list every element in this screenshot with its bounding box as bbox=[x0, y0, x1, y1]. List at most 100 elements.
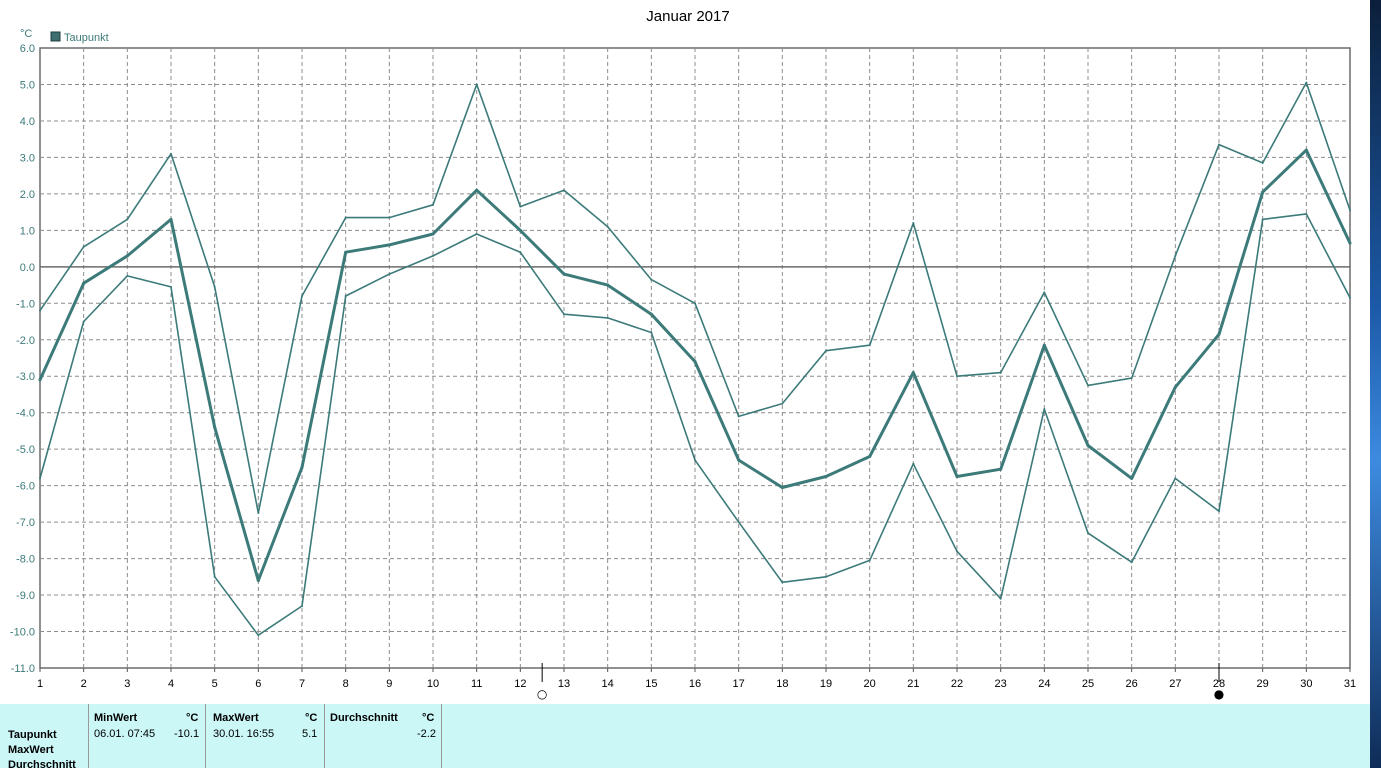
data-point-avg bbox=[431, 232, 435, 236]
x-axis-ticks: 1 2 3 4 5 6 7 8 9 10 11 12 13 14 15 16 17 18 19 20 21 22 23 24 2… bbox=[37, 668, 1356, 690]
minwert-unit: °C bbox=[186, 712, 199, 724]
data-point-max bbox=[694, 302, 696, 305]
legend-swatch bbox=[50, 31, 61, 42]
data-point-max bbox=[213, 285, 216, 288]
x-tick-label: 22 bbox=[951, 678, 963, 690]
data-point-avg bbox=[1042, 343, 1046, 347]
data-point-max bbox=[1305, 81, 1308, 84]
statistics-panel: Taupunkt MaxWert Durchschnitt MinWert °C… bbox=[0, 704, 1370, 771]
minwert-datetime: 06.01. 07:45 bbox=[94, 728, 156, 740]
data-point-max bbox=[563, 189, 565, 192]
data-point-avg bbox=[1348, 241, 1352, 245]
x-tick-label: 17 bbox=[733, 678, 745, 690]
data-point-max bbox=[1087, 384, 1089, 387]
data-point-max bbox=[126, 218, 129, 221]
maxwert-header: MaxWert bbox=[213, 712, 259, 724]
data-point-min bbox=[82, 320, 85, 323]
y-tick-label: -7.0 bbox=[16, 517, 35, 529]
y-tick-label: 3.0 bbox=[20, 152, 35, 164]
dewpoint-chart: Januar 2017 °C Taupunkt 6.0 5.0 4.0 3.0 2.0 1… bbox=[10, 8, 1356, 701]
x-tick-label: 19 bbox=[820, 678, 832, 690]
x-tick-label: 31 bbox=[1344, 678, 1356, 690]
maxwert-datetime: 30.01. 16:55 bbox=[213, 728, 275, 740]
data-point-max bbox=[39, 309, 41, 312]
data-point-max bbox=[1174, 254, 1177, 257]
data-point-max bbox=[388, 216, 391, 219]
data-point-max bbox=[825, 349, 827, 352]
y-tick-label: -3.0 bbox=[16, 371, 35, 383]
data-point-max bbox=[344, 216, 347, 219]
stats-row-labels: Taupunkt MaxWert Durchschnitt bbox=[8, 728, 76, 773]
data-point-min bbox=[563, 313, 565, 316]
data-point-min bbox=[956, 550, 958, 553]
y-axis-ticks: 6.0 5.0 4.0 3.0 2.0 1.0 0.0 -1.0 -2.0 -3.0 -4.0 -5.… bbox=[10, 43, 35, 675]
data-point-min bbox=[388, 273, 391, 276]
data-point-min bbox=[170, 285, 172, 288]
data-point-min bbox=[999, 597, 1002, 600]
maxwert-unit: °C bbox=[305, 712, 318, 724]
y-tick-label: 4.0 bbox=[20, 116, 35, 128]
data-point-min bbox=[301, 605, 303, 607]
data-point-min bbox=[606, 316, 609, 319]
x-tick-label: 6 bbox=[255, 678, 261, 690]
x-tick-label: 5 bbox=[212, 678, 218, 690]
row-label-taupunkt: Taupunkt bbox=[8, 729, 57, 741]
data-point-avg bbox=[344, 250, 348, 254]
data-point-min bbox=[1087, 532, 1089, 535]
legend-label: Taupunkt bbox=[64, 32, 109, 44]
data-point-min bbox=[1349, 296, 1351, 299]
x-tick-label: 4 bbox=[168, 678, 174, 690]
data-point-max bbox=[1130, 377, 1133, 380]
chart-title: Januar 2017 bbox=[646, 8, 729, 25]
data-point-avg bbox=[737, 458, 741, 462]
data-point-min bbox=[1261, 218, 1264, 221]
data-point-min bbox=[781, 581, 784, 584]
data-point-avg bbox=[1304, 148, 1308, 152]
data-point-min bbox=[1174, 477, 1177, 480]
data-point-max bbox=[170, 152, 172, 155]
data-point-avg bbox=[82, 281, 86, 285]
data-point-avg bbox=[955, 475, 959, 479]
day-markers: ○ ● bbox=[537, 663, 1224, 701]
data-point-min bbox=[1130, 561, 1133, 564]
data-point-avg bbox=[387, 243, 391, 247]
data-point-max bbox=[432, 203, 434, 206]
data-point-max bbox=[1349, 209, 1351, 212]
stats-col-durchschnitt: Durchschnitt °C -2.2 bbox=[324, 704, 442, 768]
data-point-max bbox=[257, 512, 260, 514]
data-point-avg bbox=[1130, 476, 1134, 480]
data-point-min bbox=[475, 233, 478, 235]
data-point-max bbox=[475, 83, 478, 86]
x-tick-label: 29 bbox=[1257, 678, 1269, 690]
data-point-min bbox=[825, 575, 827, 578]
data-point-avg bbox=[562, 272, 566, 276]
data-point-min bbox=[650, 331, 653, 334]
data-point-min bbox=[213, 575, 216, 578]
x-tick-label: 21 bbox=[907, 678, 919, 690]
x-tick-label: 24 bbox=[1038, 678, 1050, 690]
durchschnitt-value: -2.2 bbox=[417, 728, 436, 740]
x-tick-label: 30 bbox=[1300, 678, 1312, 690]
y-tick-label: 1.0 bbox=[20, 225, 35, 237]
data-point-avg bbox=[1261, 190, 1265, 194]
data-point-avg bbox=[38, 378, 42, 382]
y-tick-label: 6.0 bbox=[20, 43, 35, 55]
x-tick-label: 26 bbox=[1126, 678, 1138, 690]
data-point-avg bbox=[780, 485, 784, 489]
desktop-background-strip bbox=[1370, 0, 1381, 768]
data-point-avg bbox=[824, 475, 828, 479]
x-tick-label: 15 bbox=[645, 678, 657, 690]
data-point-max bbox=[737, 415, 740, 418]
data-point-max bbox=[781, 402, 784, 405]
data-point-max bbox=[999, 371, 1002, 374]
x-tick-label: 12 bbox=[514, 678, 526, 690]
data-point-avg bbox=[911, 371, 915, 375]
x-tick-label: 27 bbox=[1169, 678, 1181, 690]
x-tick-label: 28 bbox=[1213, 678, 1225, 690]
x-tick-label: 2 bbox=[81, 678, 87, 690]
data-point-max bbox=[1043, 291, 1046, 294]
y-tick-label: -2.0 bbox=[16, 335, 35, 347]
minwert-value: -10.1 bbox=[174, 728, 200, 740]
y-tick-label: 5.0 bbox=[20, 79, 35, 91]
y-tick-label: -6.0 bbox=[16, 481, 35, 493]
